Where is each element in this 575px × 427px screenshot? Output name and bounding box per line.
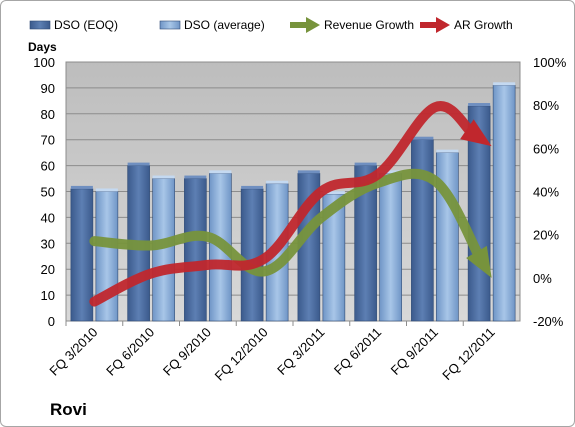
- y2-tick-label: 0%: [533, 271, 552, 286]
- bar-top: [436, 149, 459, 153]
- y2-tick-label: -20%: [533, 314, 564, 329]
- bar-dso-eoq: [184, 178, 207, 322]
- y-tick-label: 60: [41, 159, 55, 174]
- y2-tick-label: 40%: [533, 185, 559, 200]
- bar-top: [354, 162, 377, 166]
- revenue-growth-arrowhead: [466, 245, 492, 278]
- x-tick-label: FQ 6/2011: [331, 325, 384, 378]
- y2-tick-label: 20%: [533, 228, 559, 243]
- x-tick-label: FQ 9/2010: [160, 325, 214, 379]
- x-tick-label: FQ 3/2011: [274, 325, 327, 378]
- legend-swatch-dso-eoq: [29, 20, 51, 30]
- y2-tick-label: 100%: [533, 55, 567, 70]
- ar-growth-line: [89, 101, 477, 307]
- bar-top: [241, 185, 264, 189]
- y-tick-label: 30: [41, 236, 55, 251]
- x-tick-label: FQ 9/2011: [388, 325, 441, 378]
- legend-label-revenue-growth: Revenue Growth: [324, 18, 414, 32]
- y-axis-left: 0 10 20 30 40 50 60 70 80 90 100: [33, 55, 55, 329]
- x-tick-label: FQ 6/2010: [103, 325, 157, 379]
- legend-arrow-revenue-growth: [306, 17, 320, 33]
- bar-top: [493, 82, 516, 86]
- legend-label-ar-growth: AR Growth: [454, 18, 513, 32]
- ar-growth-arrowhead: [460, 119, 492, 147]
- bar-dso-average: [492, 85, 516, 322]
- bar-top: [411, 136, 434, 140]
- y2-tick-label: 80%: [533, 98, 559, 113]
- y-tick-label: 90: [41, 81, 55, 96]
- bar-dso-average: [379, 173, 402, 322]
- bar-top: [297, 170, 320, 174]
- legend-swatch-dso-average: [159, 20, 181, 30]
- y-tick-label: 70: [41, 133, 55, 148]
- bar-top: [322, 191, 345, 195]
- revenue-growth-line: [89, 168, 485, 277]
- chart-title: Rovi: [50, 400, 87, 419]
- y-axis-right: -20% 0% 20% 40% 60% 80% 100%: [533, 55, 567, 329]
- bar-top: [95, 188, 118, 192]
- bar-top: [127, 162, 150, 166]
- bar-top: [468, 103, 491, 107]
- x-tick-label: FQ 3/2010: [46, 325, 100, 379]
- bar-top: [70, 185, 93, 189]
- bar-top: [209, 170, 232, 174]
- y-tick-label: 40: [41, 210, 55, 225]
- y-tick-label: 80: [41, 107, 55, 122]
- growth-lines: [89, 101, 492, 307]
- y-tick-label: 0: [48, 314, 55, 329]
- bar-top: [184, 175, 207, 179]
- legend-label-dso-eoq: DSO (EOQ): [54, 18, 118, 32]
- bar-dso-average: [436, 152, 459, 322]
- bar-top: [379, 170, 402, 174]
- y-tick-label: 100: [33, 55, 55, 70]
- y-tick-label: 50: [41, 185, 55, 200]
- bar-dso-eoq: [411, 139, 434, 322]
- legend-label-dso-average: DSO (average): [184, 18, 265, 32]
- bar-dso-eoq: [240, 188, 264, 322]
- x-tick-label: FQ 12/2010: [212, 325, 271, 384]
- y-axis-label: Days: [28, 40, 57, 54]
- legend-arrow-ar-growth: [436, 17, 450, 33]
- legend: DSO (EOQ) DSO (average) Revenue Growth AR G…: [29, 17, 513, 33]
- x-tick-label: FQ 12/2011: [439, 325, 497, 383]
- bar-top: [152, 175, 175, 179]
- y2-tick-label: 60%: [533, 141, 559, 156]
- y-tick-label: 20: [41, 262, 55, 277]
- bar-top: [266, 180, 289, 184]
- y-tick-label: 10: [41, 288, 55, 303]
